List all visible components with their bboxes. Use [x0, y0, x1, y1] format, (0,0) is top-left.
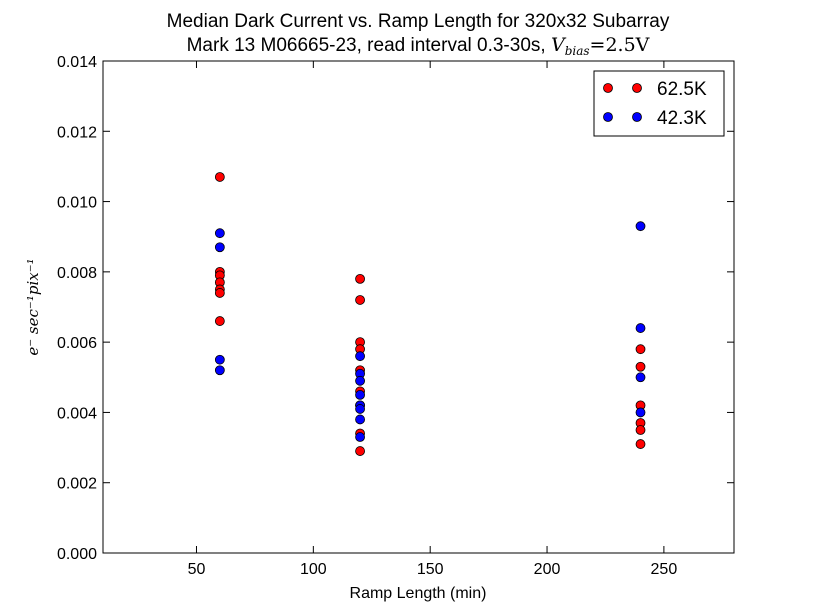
legend-marker-62-5k [603, 83, 613, 93]
point-42-3k [635, 221, 646, 232]
x-axis-label: Ramp Length (min) [350, 585, 487, 602]
legend-label-42-3k: 42.3K [657, 108, 707, 129]
legend-marker-42-3k [632, 112, 642, 122]
y-tick-label: 0.014 [57, 54, 97, 71]
point-62-5k [214, 316, 225, 326]
plot-frame [102, 60, 735, 554]
chart-subtitle-math: V [551, 34, 567, 56]
point-62-5k [214, 288, 225, 298]
chart-subtitle-math-rest: =2.5V [590, 34, 650, 56]
x-tick-label: 250 [651, 561, 678, 578]
point-42-3k [635, 372, 646, 383]
x-tick-label: 50 [188, 561, 206, 578]
x-tick-label: 200 [534, 561, 561, 578]
legend-marker-42-3k [603, 112, 613, 122]
point-42-3k [214, 354, 225, 365]
legend-box [593, 70, 725, 137]
point-62-5k [355, 295, 365, 305]
y-tick-label: 0.010 [57, 195, 97, 212]
chart-subtitle: Mark 13 M06665-23, read interval 0.3-30s… [187, 34, 650, 58]
legend-marker-62-5k [632, 83, 642, 93]
x-tick-label: 150 [417, 561, 444, 578]
y-tick-label: 0.012 [57, 124, 97, 141]
point-42-3k [355, 432, 365, 442]
point-42-3k [355, 351, 365, 362]
y-tick-label: 0.008 [57, 265, 97, 282]
chart-subtitle-math-sub: bias [565, 44, 590, 58]
x-axis: 50 100 150 200 250 [188, 61, 678, 578]
y-tick-label: 0.006 [57, 335, 97, 352]
y-tick-label: 0.004 [57, 405, 97, 422]
point-42-3k [355, 404, 365, 414]
point-42-3k [355, 375, 365, 386]
point-62-5k [635, 439, 646, 449]
point-62-5k [355, 273, 365, 284]
y-tick-label: 0.000 [57, 546, 97, 563]
point-62-5k [355, 446, 365, 456]
point-42-3k [355, 389, 365, 400]
point-42-3k [355, 414, 365, 425]
legend: 62.5K 42.3K [593, 70, 725, 137]
point-42-3k [635, 323, 646, 333]
point-62-5k [214, 172, 225, 182]
point-42-3k [214, 242, 225, 253]
chart-title: Median Dark Current vs. Ramp Length for … [167, 11, 670, 32]
y-tick-label: 0.002 [57, 476, 97, 493]
point-42-3k [635, 407, 646, 418]
point-62-5k [635, 425, 646, 435]
point-42-3k [214, 365, 225, 376]
point-62-5k [635, 344, 646, 355]
point-42-3k [214, 228, 225, 239]
legend-label-62-5k: 62.5K [657, 79, 707, 100]
y-axis: 0.000 0.002 0.004 0.006 0.008 0.010 0.012 0.014 [57, 54, 734, 563]
data-points [214, 172, 646, 456]
x-tick-label: 100 [300, 561, 327, 578]
point-62-5k [635, 361, 646, 372]
y-axis-label: e⁻ sec⁻¹pix⁻¹ [24, 258, 42, 355]
chart-subtitle-text: Mark 13 M06665-23, read interval 0.3-30s… [187, 35, 551, 56]
